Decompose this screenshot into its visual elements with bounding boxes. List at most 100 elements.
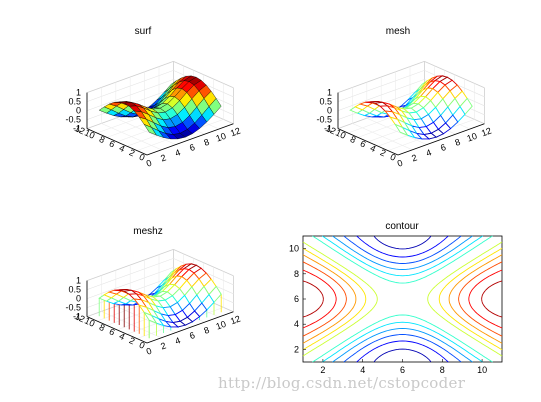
contour-x-tick-label: 10 xyxy=(477,365,487,375)
meshz-x-tick-label: 8 xyxy=(203,325,211,336)
contour-x-tick-label: 6 xyxy=(400,365,405,375)
meshz-surface xyxy=(98,263,222,339)
mesh-x-tick-label: 8 xyxy=(454,137,462,148)
meshz-z-tick-label: 0 xyxy=(76,294,81,304)
meshz-y-tick-label: 2 xyxy=(128,335,137,346)
mesh-patch xyxy=(394,123,409,137)
contour-title: contour xyxy=(385,221,419,232)
mesh-x-tick-label: 6 xyxy=(439,142,447,153)
contour-x-tick-label: 4 xyxy=(360,365,365,375)
contour-x-tick-label: 2 xyxy=(320,365,325,375)
mesh-y-tick-label: 12 xyxy=(324,123,337,136)
mesh-x-axis xyxy=(397,123,485,156)
mesh-z-tick-label: 0 xyxy=(327,106,332,116)
contour-level-line xyxy=(302,280,503,318)
surf-x-tick-label: 10 xyxy=(215,131,228,144)
contour-y-tick-label: 10 xyxy=(289,244,299,254)
mesh-surface xyxy=(349,75,473,140)
mesh-x-tick-label: 10 xyxy=(466,131,479,144)
meshz-x-tick-label: 12 xyxy=(229,314,242,327)
surf-y-tick-label: 8 xyxy=(98,134,107,145)
meshz-x-axis xyxy=(146,311,234,344)
surf-x-tick-label: 8 xyxy=(203,137,211,148)
meshz-y-tick-label: 8 xyxy=(98,322,107,333)
meshz-y-tick-label: 10 xyxy=(83,316,96,329)
mesh-y-tick-label: 0 xyxy=(389,152,398,163)
mesh-x-tick-label: 4 xyxy=(425,147,433,158)
surf-y-tick-label: 4 xyxy=(118,143,127,154)
surf-z-tick-label: -0.5 xyxy=(65,115,81,125)
contour-level-line xyxy=(373,235,432,363)
surf-y-tick-label: 6 xyxy=(108,138,117,149)
mesh-title: mesh xyxy=(386,26,410,37)
meshz-x-tick-label: 4 xyxy=(174,335,182,346)
mesh-y-tick-label: 2 xyxy=(379,147,388,158)
surf-title: surf xyxy=(135,26,152,37)
contour-level-line xyxy=(356,235,449,363)
surf-x-tick-label: 12 xyxy=(229,126,242,139)
meshz-gridline xyxy=(136,271,224,339)
contour-y-tick-label: 6 xyxy=(294,294,299,304)
surf-y-tick-label: 0 xyxy=(138,152,147,163)
mesh-y-tick-label: 6 xyxy=(359,138,368,149)
meshz-z-tick-label: 1 xyxy=(76,276,81,286)
meshz-z-tick-label: 0.5 xyxy=(68,285,81,295)
contour-y-tick-label: 4 xyxy=(294,319,299,329)
mesh-y-tick-label: 10 xyxy=(334,128,347,141)
contour-ticks: 2 4 6 8 10 2 4 6 8 10 xyxy=(289,244,487,375)
mesh-z-tick-label: -0.5 xyxy=(316,115,332,125)
contour-y-tick-label: 8 xyxy=(294,269,299,279)
meshz-y-tick-label: 0 xyxy=(138,340,147,351)
surf-y-tick-label: 2 xyxy=(128,147,137,158)
surf-z-tick-label: -1 xyxy=(73,124,81,134)
meshz-y-tick-label: 12 xyxy=(73,311,86,324)
surf-gridline xyxy=(136,83,224,151)
surf-x-tick-label: 4 xyxy=(174,147,182,158)
mesh-z-tick-label: 0.5 xyxy=(319,97,332,107)
surf-y-axis xyxy=(86,128,148,156)
mesh-gridline xyxy=(387,83,475,151)
meshz-patch xyxy=(143,311,158,325)
mesh-y-axis xyxy=(337,128,399,156)
contour-level-line xyxy=(332,235,473,363)
meshz-x-tick-label: 6 xyxy=(188,330,196,341)
meshz-x-tick-label: 0 xyxy=(145,346,153,357)
meshz-y-tick-label: 6 xyxy=(108,326,117,337)
mesh-z-tick-label: 1 xyxy=(327,88,332,98)
contour-y-tick-label: 2 xyxy=(294,344,299,354)
meshz-y-tick-label: 4 xyxy=(118,331,127,342)
mesh-x-tick-label: 0 xyxy=(396,158,404,169)
meshz-x-tick-label: 10 xyxy=(215,319,228,332)
contour-subplot: contour 2 4 6 8 10 2 4 6 8 10 xyxy=(289,221,503,375)
surf-x-tick-label: 2 xyxy=(159,152,167,163)
contour-level-line xyxy=(302,261,503,337)
surf-y-tick-label: 12 xyxy=(73,123,86,136)
surf-patch xyxy=(143,124,157,136)
contour-x-tick-label: 8 xyxy=(440,365,445,375)
surf-x-axis xyxy=(146,123,234,156)
meshz-z-tick-label: -0.5 xyxy=(65,303,81,313)
surf-z-tick-label: 0.5 xyxy=(68,97,81,107)
meshz-x-tick-label: 2 xyxy=(159,340,167,351)
meshz-y-axis xyxy=(86,316,148,344)
contour-level-line xyxy=(343,235,462,363)
surf-z-tick-label: 0 xyxy=(76,106,81,116)
mesh-z-tick-label: -1 xyxy=(324,124,332,134)
contour-level-line xyxy=(302,254,503,344)
surf-y-tick-label: 10 xyxy=(83,128,96,141)
contour-lines xyxy=(302,235,503,363)
contour-axes-frame xyxy=(302,235,503,363)
watermark-text: http://blog.csdn.net/cstopcoder xyxy=(218,374,466,392)
meshz-title: meshz xyxy=(133,226,162,237)
meshz-z-tick-label: -1 xyxy=(73,312,81,322)
mesh-y-tick-label: 4 xyxy=(369,143,378,154)
surf-surface xyxy=(98,75,222,140)
contour-level-line xyxy=(312,235,493,363)
mesh-x-tick-label: 12 xyxy=(480,126,493,139)
